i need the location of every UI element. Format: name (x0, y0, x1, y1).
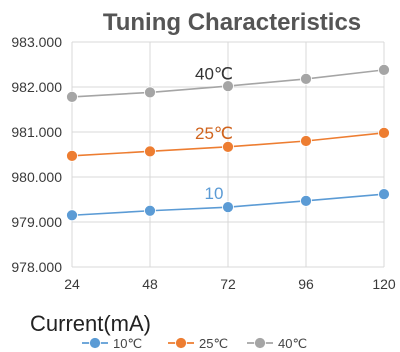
data-point (378, 126, 390, 139)
data-point (300, 73, 312, 85)
data-point (300, 194, 312, 207)
data-point (222, 80, 234, 92)
legend-marker (175, 337, 187, 349)
annotations: 10 25℃ 40℃ (195, 64, 233, 203)
y-tick-label: 983.000 (11, 34, 62, 50)
series-group (66, 126, 390, 162)
legend-label: 40℃ (278, 336, 307, 351)
data-point (378, 64, 390, 76)
data-point (222, 201, 234, 214)
legend-item: 10℃ (82, 336, 142, 351)
data-point (66, 209, 78, 222)
x-axis-label: Current(mA) (30, 311, 151, 336)
legend: 10℃ 25℃ 40℃ (82, 336, 307, 351)
y-tick-label: 981.000 (11, 124, 62, 140)
data-point (144, 145, 156, 158)
legend-item: 25℃ (168, 336, 228, 351)
x-axis-ticks: 24 48 72 96 120 (64, 276, 396, 292)
data-point (66, 149, 78, 162)
x-tick-label: 48 (142, 276, 158, 292)
y-tick-label: 982.000 (11, 79, 62, 95)
y-tick-label: 980.000 (11, 169, 62, 185)
series-lines (66, 64, 390, 222)
data-point (222, 140, 234, 153)
x-tick-label: 96 (298, 276, 314, 292)
series-group (66, 64, 390, 103)
chart-title: Tuning Characteristics (103, 9, 361, 36)
data-point (144, 204, 156, 217)
data-point (300, 135, 312, 147)
legend-marker (254, 337, 266, 349)
series-annotation: 40℃ (195, 64, 233, 83)
y-axis-ticks: 978.000 979.000 980.000 981.000 982.000 983.0… (11, 34, 62, 275)
legend-item: 40℃ (247, 336, 307, 351)
legend-marker (89, 337, 101, 349)
x-tick-label: 24 (64, 276, 80, 292)
legend-label: 10℃ (113, 336, 142, 351)
y-tick-label: 978.000 (11, 259, 62, 275)
series-group (66, 188, 390, 222)
x-tick-label: 120 (372, 276, 396, 292)
x-tick-label: 72 (220, 276, 236, 292)
y-tick-label: 979.000 (11, 214, 62, 230)
legend-label: 25℃ (199, 336, 228, 351)
series-annotation: 10 (205, 184, 224, 203)
data-point (66, 91, 78, 103)
series-annotation: 25℃ (195, 124, 233, 143)
data-point (144, 86, 156, 99)
data-point (378, 188, 390, 201)
